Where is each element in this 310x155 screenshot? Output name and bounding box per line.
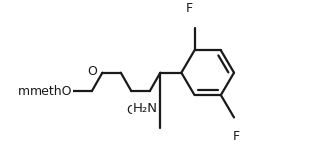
Text: H₂N: H₂N (133, 102, 158, 115)
Text: methoxy: methoxy (17, 85, 72, 98)
Text: O: O (87, 65, 97, 78)
Text: O: O (126, 104, 136, 117)
Text: F: F (233, 130, 240, 143)
Text: F: F (186, 2, 193, 15)
Text: methO: methO (29, 85, 72, 98)
